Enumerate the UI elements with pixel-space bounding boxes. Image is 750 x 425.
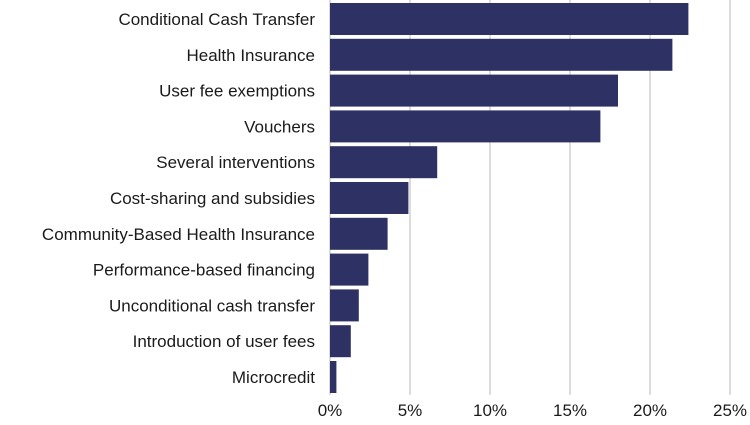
category-label: Vouchers	[244, 117, 315, 136]
x-tick-label: 15%	[553, 401, 587, 420]
bar	[330, 74, 618, 107]
bars	[330, 3, 689, 393]
category-label: Community-Based Health Insurance	[42, 225, 315, 244]
x-tick-label: 5%	[398, 401, 423, 420]
category-label: Performance-based financing	[93, 261, 315, 280]
category-label: Conditional Cash Transfer	[118, 10, 315, 29]
x-tick-label: 0%	[318, 401, 343, 420]
bar	[330, 182, 409, 214]
bar	[330, 38, 673, 71]
category-label: Unconditional cash transfer	[109, 296, 315, 315]
bar	[330, 146, 438, 179]
category-label: User fee exemptions	[159, 82, 315, 101]
x-tick-label: 25%	[713, 401, 747, 420]
x-tick-label: 10%	[473, 401, 507, 420]
bar	[330, 253, 369, 286]
bar	[330, 325, 351, 358]
bar	[330, 361, 337, 393]
category-label: Several interventions	[156, 153, 315, 172]
category-label: Microcredit	[232, 368, 315, 387]
category-label: Cost-sharing and subsidies	[110, 189, 315, 208]
category-label: Health Insurance	[186, 46, 315, 65]
x-tick-label: 20%	[633, 401, 667, 420]
bar	[330, 110, 601, 143]
bar	[330, 3, 689, 35]
x-tick-labels: 0% 5% 10% 15% 20% 25%	[318, 401, 747, 420]
bar	[330, 217, 388, 250]
category-labels: Conditional Cash Transfer Health Insuranc…	[42, 10, 315, 387]
category-label: Introduction of user fees	[133, 332, 315, 351]
bar	[330, 289, 359, 322]
